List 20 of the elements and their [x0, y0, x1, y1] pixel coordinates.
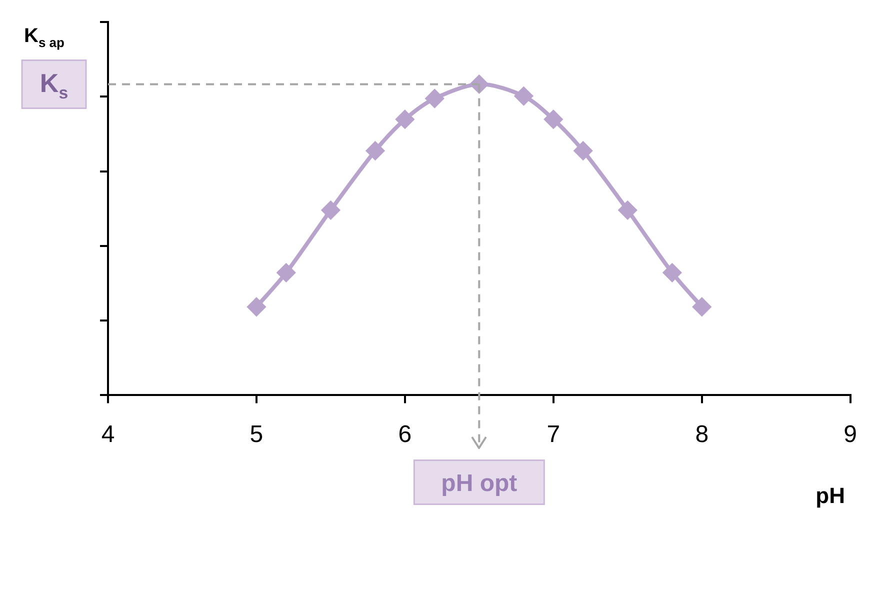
x-tick-label: 9 [844, 421, 858, 448]
point [618, 201, 637, 220]
point [396, 110, 414, 128]
x-tick-label: 4 [101, 421, 115, 448]
point [366, 142, 384, 160]
point [277, 264, 296, 282]
ref-line-label: pH opt [441, 470, 518, 498]
point [322, 201, 340, 220]
point [544, 110, 562, 128]
point [663, 264, 682, 282]
x-tick-label: 7 [546, 421, 560, 448]
point [692, 298, 711, 316]
point [574, 142, 592, 160]
x-tick-label: 8 [695, 421, 709, 448]
point [514, 87, 533, 106]
x-axis-title: pH [816, 483, 845, 508]
x-tick-label: 6 [398, 421, 412, 448]
point [247, 298, 266, 316]
x-tick-label: 5 [250, 421, 264, 448]
point [426, 90, 444, 108]
